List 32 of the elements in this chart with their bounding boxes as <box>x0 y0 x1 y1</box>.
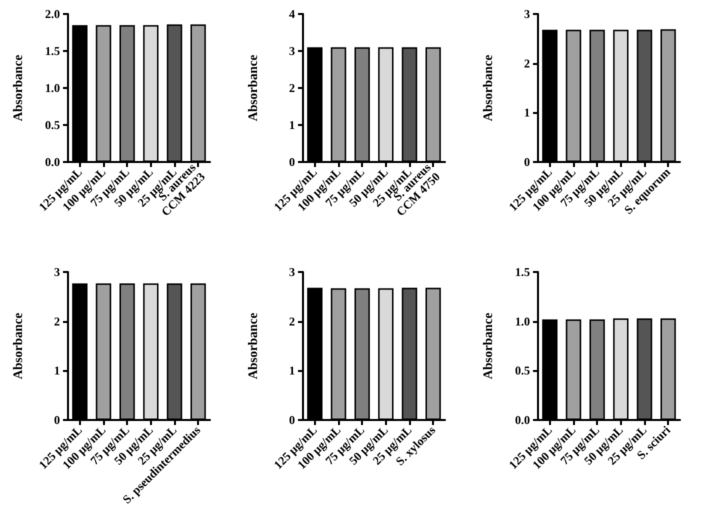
y-axis-title: Absorbance <box>480 312 495 380</box>
y-tick-label: 3 <box>524 7 530 21</box>
y-tick-label: 1.0 <box>515 314 530 328</box>
y-axis-title: Absorbance <box>245 54 260 122</box>
y-tick-label: 1.0 <box>45 81 60 95</box>
y-tick-label: 0 <box>54 413 60 427</box>
y-tick-label: 3 <box>289 265 295 279</box>
y-tick-label: 1 <box>289 364 295 378</box>
y-tick-label: 4 <box>289 7 295 21</box>
y-tick-label: 1 <box>289 118 295 132</box>
y-axis-title: Absorbance <box>245 312 260 380</box>
y-axis-title: Absorbance <box>10 312 25 380</box>
y-tick-label: 2 <box>524 56 530 70</box>
y-tick-label: 3 <box>54 265 60 279</box>
y-tick-label: 1 <box>54 364 60 378</box>
y-axis-title: Absorbance <box>10 54 25 122</box>
y-tick-label: 0 <box>524 155 530 169</box>
y-tick-label: 0 <box>289 155 295 169</box>
y-tick-label: 0.0 <box>45 155 60 169</box>
y-tick-label: 2 <box>54 314 60 328</box>
y-tick-label: 2 <box>289 314 295 328</box>
y-tick-label: 1.5 <box>515 265 530 279</box>
y-axis-title: Absorbance <box>480 54 495 122</box>
y-tick-label: 0 <box>289 413 295 427</box>
y-tick-label: 2.0 <box>45 7 60 21</box>
y-tick-label: 0.5 <box>515 364 530 378</box>
y-tick-label: 2 <box>289 81 295 95</box>
y-tick-label: 0.0 <box>515 413 530 427</box>
y-tick-label: 3 <box>289 44 295 58</box>
y-tick-label: 1.5 <box>45 44 60 58</box>
y-tick-label: 1 <box>524 106 530 120</box>
y-tick-label: 0.5 <box>45 118 60 132</box>
